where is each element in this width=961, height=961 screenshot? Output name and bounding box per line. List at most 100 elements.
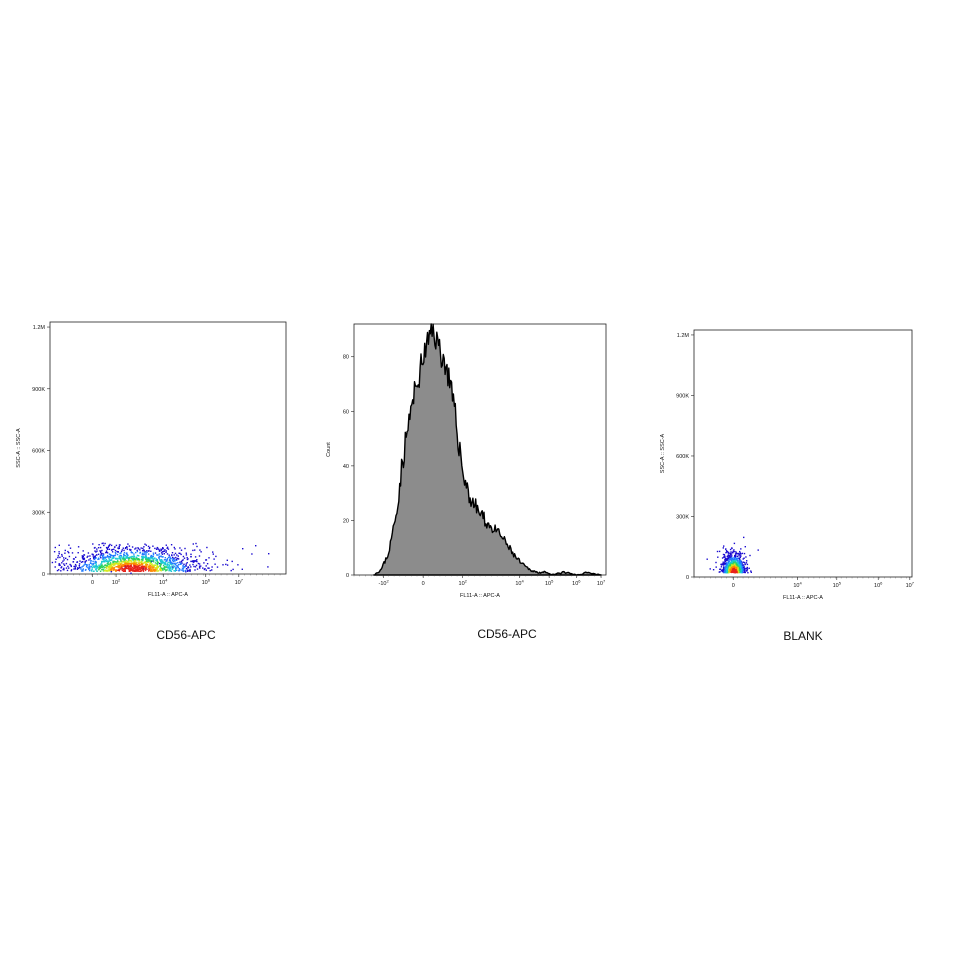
event-dot xyxy=(129,562,131,564)
chart-3-caption: BLANK xyxy=(783,629,823,643)
event-dot xyxy=(127,559,130,561)
event-dot xyxy=(123,549,125,552)
event-dot xyxy=(127,561,129,563)
event-dot xyxy=(95,557,97,559)
event-dot xyxy=(125,562,128,564)
event-dot xyxy=(164,563,167,566)
event-dot xyxy=(725,567,728,569)
event-dot xyxy=(110,569,113,572)
event-dot xyxy=(101,549,103,552)
event-dot xyxy=(99,566,101,568)
event-dot xyxy=(185,565,187,567)
y-tick-label: 300K xyxy=(32,510,45,516)
event-dot xyxy=(164,549,166,551)
event-dot xyxy=(740,571,742,574)
event-dot xyxy=(185,554,188,556)
event-dot xyxy=(723,569,725,571)
event-dot xyxy=(130,572,132,574)
event-dot xyxy=(67,565,69,568)
event-dot xyxy=(119,563,121,565)
event-dot xyxy=(730,569,732,571)
event-dot xyxy=(177,558,180,560)
event-dot xyxy=(114,551,117,554)
event-dot xyxy=(734,556,737,559)
event-dot xyxy=(81,556,84,558)
chart-2-caption: CD56-APC xyxy=(477,627,537,641)
event-dot xyxy=(98,569,100,571)
event-dot xyxy=(88,563,90,566)
event-dot xyxy=(134,563,136,565)
event-dot xyxy=(157,554,159,556)
event-dot xyxy=(732,550,734,552)
event-dot xyxy=(136,550,139,553)
event-dot xyxy=(156,559,158,561)
event-dot xyxy=(726,571,728,573)
event-dot xyxy=(88,567,91,569)
event-dot xyxy=(143,546,145,548)
event-dot xyxy=(205,569,207,571)
event-dot xyxy=(107,566,110,568)
y-tick-label: 20 xyxy=(343,518,349,524)
event-dot xyxy=(80,567,82,569)
event-dot xyxy=(726,569,728,571)
event-dot xyxy=(161,553,164,555)
event-dot xyxy=(100,554,102,556)
event-dot xyxy=(142,549,144,552)
event-dot xyxy=(734,571,737,574)
event-dot xyxy=(192,561,195,563)
event-dot xyxy=(215,555,217,558)
event-dot xyxy=(120,554,122,557)
event-dot xyxy=(728,559,731,561)
event-dot xyxy=(119,568,121,570)
event-dot xyxy=(175,558,178,560)
event-dot xyxy=(745,567,748,570)
event-dot xyxy=(151,557,153,560)
event-dot xyxy=(126,564,128,567)
event-dot xyxy=(141,556,143,558)
event-dot xyxy=(112,560,114,563)
event-dot xyxy=(130,556,132,558)
event-dot xyxy=(733,559,735,562)
event-dot xyxy=(125,547,127,549)
event-dot xyxy=(54,566,56,568)
event-dot xyxy=(84,562,86,564)
event-dot xyxy=(179,563,181,565)
event-dot xyxy=(129,570,131,572)
event-dot xyxy=(140,569,142,572)
event-dot xyxy=(120,556,123,558)
event-dot xyxy=(133,567,136,570)
event-dot xyxy=(736,564,738,566)
event-dot xyxy=(117,560,119,562)
event-dot xyxy=(89,555,91,557)
x-tick-label: 106 xyxy=(874,581,883,590)
event-dot xyxy=(104,560,107,562)
event-dot xyxy=(192,543,194,545)
event-dot xyxy=(160,570,162,572)
event-dot xyxy=(120,560,122,562)
event-dot xyxy=(72,561,74,563)
event-dot xyxy=(731,564,733,566)
event-dot xyxy=(129,567,131,569)
event-dot xyxy=(119,556,121,558)
event-dot xyxy=(176,567,178,569)
event-dot xyxy=(158,562,161,565)
event-dot xyxy=(729,557,732,559)
event-dot xyxy=(135,563,138,566)
event-dot xyxy=(727,559,729,561)
event-dot xyxy=(66,558,69,561)
event-dot xyxy=(145,562,147,565)
event-dot xyxy=(131,558,133,560)
x-tick-label: 106 xyxy=(572,579,581,588)
event-dot xyxy=(163,563,165,565)
event-dot xyxy=(722,564,725,566)
event-dot xyxy=(147,561,149,564)
event-dot xyxy=(112,557,114,559)
event-dot xyxy=(121,565,123,567)
event-dot xyxy=(144,562,147,564)
event-dot xyxy=(95,569,97,571)
event-dot xyxy=(186,570,189,572)
event-dot xyxy=(729,571,731,573)
event-dot xyxy=(138,563,140,565)
event-dot xyxy=(53,551,56,553)
event-dot xyxy=(744,546,746,548)
